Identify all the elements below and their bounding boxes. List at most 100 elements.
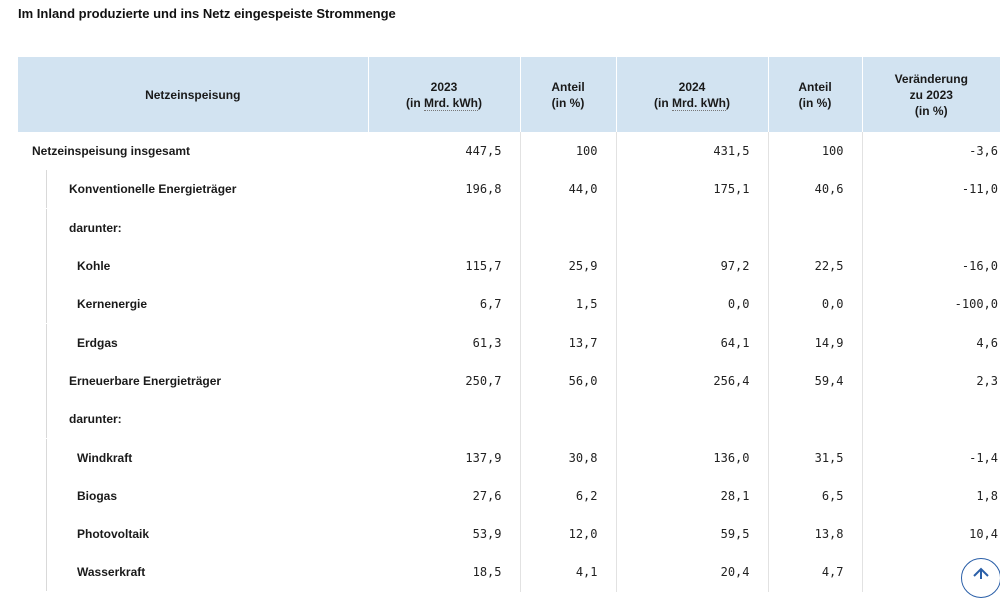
cell-chg: -1,4 bbox=[969, 450, 998, 465]
row-label: darunter: bbox=[69, 412, 122, 427]
cell-v2024: 175,1 bbox=[616, 170, 769, 209]
row-label-cell: Netzeinspeisung insgesamt bbox=[18, 132, 368, 170]
header-netzeinspeisung: Netzeinspeisung bbox=[18, 57, 369, 132]
scroll-to-top-button[interactable] bbox=[961, 558, 1000, 598]
row-label-cell: Kohle bbox=[18, 247, 368, 286]
cell-v2024: 431,5 bbox=[616, 132, 769, 171]
cell-v2024: 20,4 bbox=[616, 553, 769, 592]
cell-v2024: 256,4 bbox=[616, 361, 769, 401]
cell-a2023: 4,1 bbox=[520, 553, 617, 592]
row-label-cell: Konventionelle Energieträger bbox=[18, 170, 368, 209]
cell-v2024 bbox=[616, 208, 769, 247]
row-label-cell: Erdgas bbox=[18, 323, 368, 362]
cell-v2024: 28,1 bbox=[616, 476, 769, 515]
cell-chg: -100,0 bbox=[954, 297, 998, 312]
cell-a2024: 0,0 bbox=[768, 285, 863, 324]
cell-v2023: 447,5 bbox=[368, 132, 521, 171]
header-veraenderung: Veränderung zu 2023 (in %) bbox=[862, 57, 1000, 132]
table-caption: Im Inland produzierte und ins Netz einge… bbox=[18, 6, 396, 21]
table-row: darunter: bbox=[18, 208, 1000, 247]
cell-chg: -11,0 bbox=[961, 182, 998, 197]
row-label-cell: Photovoltaik bbox=[18, 515, 368, 554]
cell-v2024: 97,2 bbox=[616, 246, 769, 286]
cell-a2023: 30,8 bbox=[520, 438, 617, 477]
table-row: darunter: bbox=[18, 400, 1000, 439]
cell-a2024: 14,9 bbox=[768, 323, 863, 362]
row-label: Kohle bbox=[77, 259, 111, 274]
row-label: Erneuerbare Energieträger bbox=[69, 373, 222, 388]
energy-table: Netzeinspeisung 2023 (in Mrd. kWh) Antei… bbox=[18, 57, 1000, 592]
cell-a2024: 100 bbox=[768, 132, 863, 171]
row-label: Erdgas bbox=[77, 335, 118, 350]
table-header-row: Netzeinspeisung 2023 (in Mrd. kWh) Antei… bbox=[18, 57, 1000, 132]
cell-a2024 bbox=[768, 208, 863, 247]
cell-a2024: 40,6 bbox=[768, 170, 863, 209]
abbr-mrd-kwh[interactable]: Mrd. kWh bbox=[672, 95, 726, 111]
table-row: Biogas 27,6 6,2 28,1 6,5 1,8 bbox=[18, 476, 1000, 515]
cell-a2024: 13,8 bbox=[768, 514, 863, 554]
row-label: darunter: bbox=[69, 220, 122, 235]
header-anteil-2023: Anteil (in %) bbox=[520, 57, 617, 132]
cell-v2024: 59,5 bbox=[616, 514, 769, 554]
table-row: Kernenergie 6,7 1,5 0,0 0,0 -100,0 bbox=[18, 285, 1000, 324]
cell-a2023: 100 bbox=[520, 132, 617, 171]
table-row: Kohle 115,7 25,9 97,2 22,5 -16,0 bbox=[18, 246, 1000, 286]
cell-v2023 bbox=[368, 208, 521, 247]
row-label-cell: darunter: bbox=[18, 400, 368, 439]
cell-chg: 4,6 bbox=[976, 335, 998, 350]
cell-a2023: 6,2 bbox=[520, 476, 617, 515]
cell-a2024: 4,7 bbox=[768, 553, 863, 592]
cell-a2023: 44,0 bbox=[520, 170, 617, 209]
cell-v2023 bbox=[368, 400, 521, 439]
table-row: Photovoltaik 53,9 12,0 59,5 13,8 10,4 bbox=[18, 514, 1000, 554]
cell-a2023 bbox=[520, 400, 617, 439]
header-anteil-2024: Anteil (in %) bbox=[768, 57, 863, 132]
cell-v2023: 250,7 bbox=[368, 361, 521, 401]
row-label-cell: Kernenergie bbox=[18, 285, 368, 324]
cell-v2023: 61,3 bbox=[368, 323, 521, 362]
cell-v2024 bbox=[616, 400, 769, 439]
cell-v2023: 196,8 bbox=[368, 170, 521, 209]
row-label: Windkraft bbox=[77, 450, 133, 465]
cell-v2023: 53,9 bbox=[368, 514, 521, 554]
cell-a2023: 13,7 bbox=[520, 323, 617, 362]
cell-a2024: 22,5 bbox=[768, 246, 863, 286]
cell-v2023: 6,7 bbox=[368, 285, 521, 324]
row-label: Konventionelle Energieträger bbox=[69, 182, 237, 197]
table-row: Wasserkraft 18,5 4,1 20,4 4,7 bbox=[18, 553, 1000, 592]
cell-chg: 10,4 bbox=[969, 527, 998, 542]
cell-a2023: 56,0 bbox=[520, 361, 617, 401]
row-label-cell: darunter: bbox=[18, 208, 368, 247]
cell-a2024: 59,4 bbox=[768, 361, 863, 401]
cell-chg bbox=[862, 209, 1000, 247]
cell-chg: -3,6 bbox=[969, 144, 998, 159]
row-label-cell: Erneuerbare Energieträger bbox=[18, 361, 368, 400]
row-label-cell: Biogas bbox=[18, 476, 368, 515]
table-row: Netzeinspeisung insgesamt 447,5 100 431,5 10… bbox=[18, 132, 1000, 171]
arrow-up-icon bbox=[973, 567, 989, 579]
cell-a2023 bbox=[520, 208, 617, 247]
cell-a2024: 6,5 bbox=[768, 476, 863, 515]
cell-chg bbox=[862, 400, 1000, 438]
cell-chg: 2,3 bbox=[976, 373, 998, 388]
cell-chg: 1,8 bbox=[976, 488, 998, 503]
row-label: Biogas bbox=[77, 488, 118, 503]
cell-v2024: 0,0 bbox=[616, 285, 769, 324]
cell-chg: -16,0 bbox=[961, 259, 998, 274]
table-row: Erneuerbare Energieträger 250,7 56,0 256,4 5… bbox=[18, 361, 1000, 401]
cell-a2024 bbox=[768, 400, 863, 439]
row-label-cell: Windkraft bbox=[18, 438, 368, 477]
table-row: Konventionelle Energieträger 196,8 44,0 175… bbox=[18, 170, 1000, 209]
abbr-mrd-kwh[interactable]: Mrd. kWh bbox=[424, 95, 478, 111]
cell-v2023: 18,5 bbox=[368, 553, 521, 592]
header-2024: 2024 (in Mrd. kWh) bbox=[616, 57, 769, 132]
row-label: Netzeinspeisung insgesamt bbox=[32, 144, 191, 159]
cell-a2023: 12,0 bbox=[520, 514, 617, 554]
row-label: Kernenergie bbox=[77, 297, 148, 312]
table-row: Windkraft 137,9 30,8 136,0 31,5 -1,4 bbox=[18, 438, 1000, 477]
header-2023: 2023 (in Mrd. kWh) bbox=[368, 57, 521, 132]
cell-v2024: 64,1 bbox=[616, 323, 769, 362]
cell-v2023: 27,6 bbox=[368, 476, 521, 515]
cell-v2024: 136,0 bbox=[616, 438, 769, 477]
cell-a2023: 25,9 bbox=[520, 246, 617, 286]
